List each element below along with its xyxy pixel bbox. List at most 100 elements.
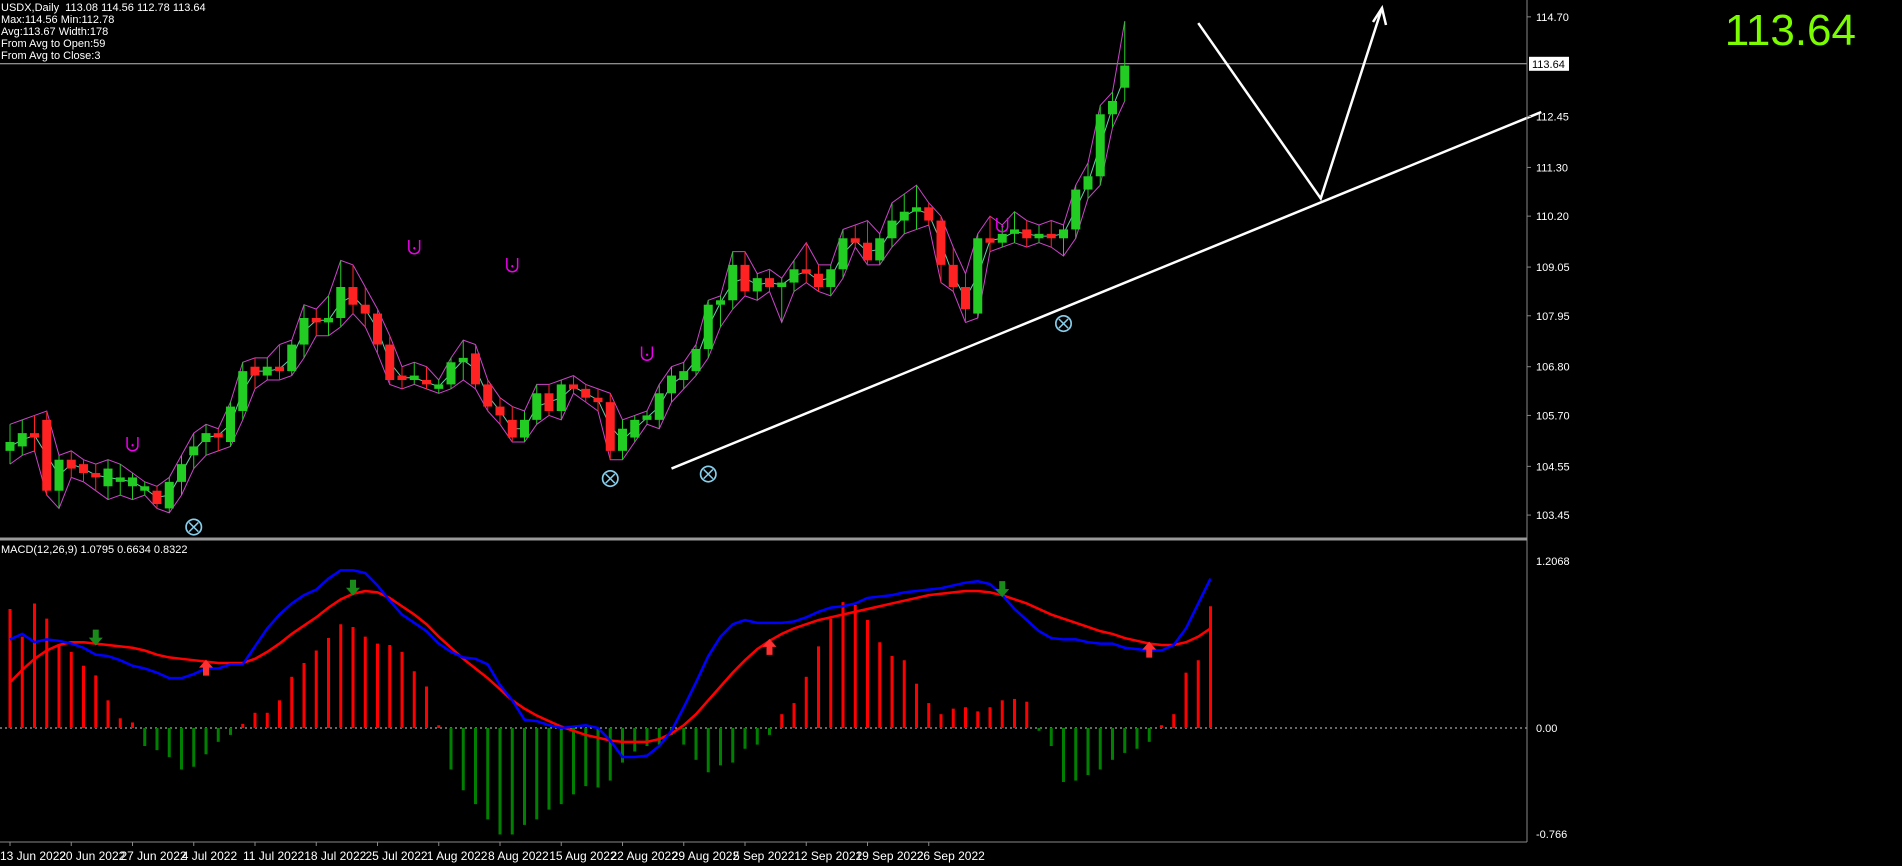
- price-axis-label: 107.95: [1536, 311, 1570, 323]
- sell-arrow-icon: [995, 581, 1010, 598]
- candle: [495, 397, 505, 425]
- candle-body: [336, 287, 346, 318]
- candle-body: [54, 459, 64, 491]
- candle-body: [973, 238, 983, 314]
- price-axis-label: 110.20: [1536, 211, 1569, 223]
- projection-arrow-icon: [1371, 4, 1388, 26]
- current-price-display: 113.64: [1724, 6, 1856, 55]
- candle: [765, 269, 774, 292]
- candle: [348, 264, 358, 314]
- lower-envelope-line: [9, 100, 1126, 514]
- fractal-up-icon: ⨃: [640, 343, 654, 364]
- fractal-up-icon: ⨃: [407, 237, 421, 258]
- candle-body: [801, 269, 811, 274]
- candle-body: [226, 406, 235, 442]
- candle-body: [299, 318, 309, 345]
- candle-body: [924, 207, 934, 221]
- candle-body: [630, 419, 640, 438]
- candle-body: [140, 486, 150, 491]
- candle: [1071, 185, 1081, 239]
- candle: [532, 384, 542, 425]
- candle: [434, 380, 444, 394]
- candle: [569, 375, 578, 394]
- candle-body: [826, 269, 836, 287]
- date-axis-label: 25 Jul 2022: [366, 849, 428, 863]
- axes: 114.70 113.64 112.45 111.30 110.20 109.05 107.…: [0, 0, 1570, 863]
- candle: [801, 242, 811, 283]
- candle-body: [5, 442, 15, 451]
- candle-body: [997, 233, 1007, 243]
- candle: [128, 473, 137, 500]
- candle: [605, 393, 615, 460]
- candle: [201, 424, 211, 456]
- candle: [899, 194, 909, 234]
- candle: [30, 415, 39, 451]
- candle: [507, 406, 517, 442]
- date-axis-label: 22 Aug 2022: [611, 849, 679, 863]
- date-axis-label: 20 Jun 2022: [59, 849, 125, 863]
- fractal-up-icon: ⨃: [125, 434, 139, 455]
- candle: [213, 428, 223, 451]
- candle: [42, 411, 52, 496]
- candle-body: [1108, 101, 1117, 115]
- candle-body: [409, 375, 419, 380]
- fractal-up-icon: ⨃: [505, 255, 519, 276]
- candle: [397, 366, 407, 389]
- candle-body: [30, 433, 39, 438]
- candle: [1108, 92, 1117, 128]
- candle-body: [1059, 229, 1068, 239]
- candle: [79, 459, 88, 482]
- symbol-line: USDX,Daily 113.08 114.56 112.78 113.64: [1, 2, 206, 14]
- candle: [777, 278, 787, 323]
- macd-signal-line: [9, 589, 1212, 744]
- date-axis-label: 12 Sep 2022: [794, 849, 862, 863]
- candle: [875, 233, 885, 265]
- candle-body: [520, 419, 529, 438]
- candle: [948, 247, 958, 292]
- date-axis-label: 13 Jun 2022: [0, 849, 66, 863]
- candle: [385, 335, 395, 385]
- candle-body: [569, 384, 578, 389]
- candle: [936, 216, 946, 283]
- candle: [1022, 220, 1032, 248]
- candle: [826, 264, 836, 296]
- date-axis-label: 18 Jul 2022: [304, 849, 366, 863]
- candle: [287, 340, 297, 376]
- candle-body: [618, 428, 627, 451]
- candle-body: [765, 278, 774, 287]
- candle: [520, 411, 529, 442]
- buy-arrow-icon: [199, 659, 213, 676]
- candle: [17, 419, 27, 456]
- fractal-down-icon: ⨂: [601, 467, 619, 488]
- upper-envelope-line: [9, 21, 1126, 487]
- date-axis-label: 5 Sep 2022: [733, 849, 795, 863]
- candle-body: [556, 384, 566, 411]
- candle: [336, 260, 346, 327]
- candle-body: [360, 304, 370, 314]
- candle: [863, 220, 872, 265]
- candle: [667, 366, 676, 403]
- price-axis-label: 111.30: [1536, 162, 1568, 174]
- candle-body: [79, 464, 88, 473]
- candle-body: [238, 371, 248, 411]
- date-axis-label: 26 Sep 2022: [917, 849, 985, 863]
- candle-body: [814, 273, 823, 287]
- candle: [164, 477, 174, 513]
- candle: [140, 481, 150, 496]
- candle-body: [189, 446, 199, 456]
- candle-body: [103, 468, 113, 487]
- candle: [1010, 211, 1019, 243]
- candle-body: [850, 238, 860, 243]
- price-axis-label: 112.45: [1536, 112, 1569, 124]
- candle-body: [667, 375, 676, 394]
- max-min-line: Max:114.56 Min:112.78: [1, 14, 115, 26]
- candle: [997, 225, 1007, 248]
- candle-body: [275, 366, 284, 372]
- candle-body: [471, 353, 480, 385]
- candle-body: [17, 433, 27, 447]
- candle: [483, 380, 493, 411]
- candle: [360, 287, 370, 327]
- candle: [422, 366, 431, 389]
- candle-body: [789, 269, 799, 283]
